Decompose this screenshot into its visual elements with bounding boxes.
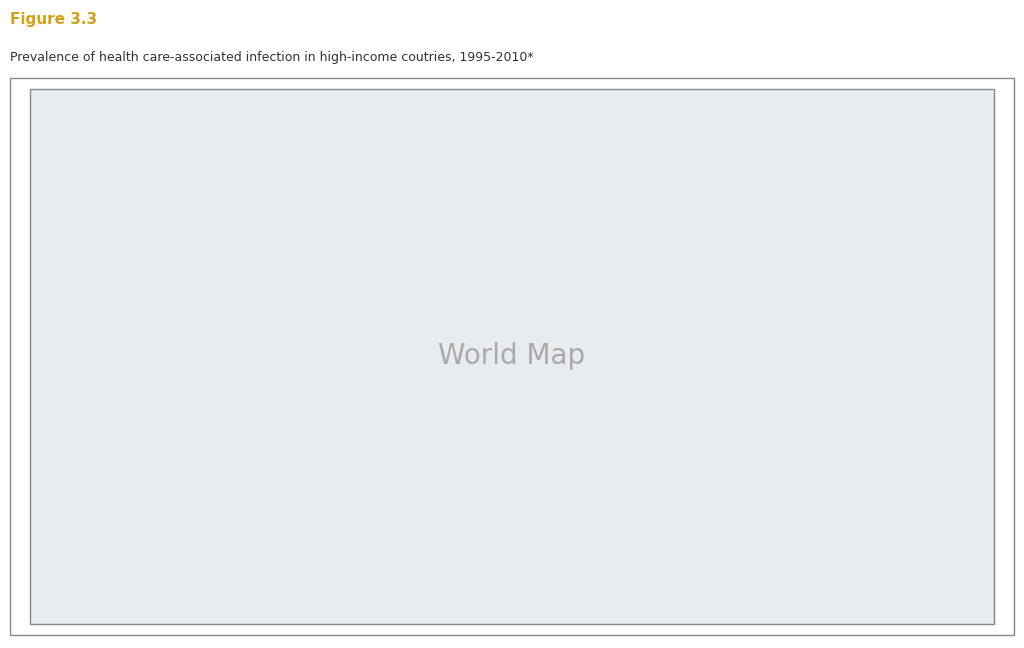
FancyBboxPatch shape <box>31 89 993 624</box>
Text: Prevalence of health care-associated infection in high-income coutries, 1995-201: Prevalence of health care-associated inf… <box>10 51 534 64</box>
Text: Figure 3.3: Figure 3.3 <box>10 12 97 27</box>
Text: World Map: World Map <box>438 342 586 371</box>
